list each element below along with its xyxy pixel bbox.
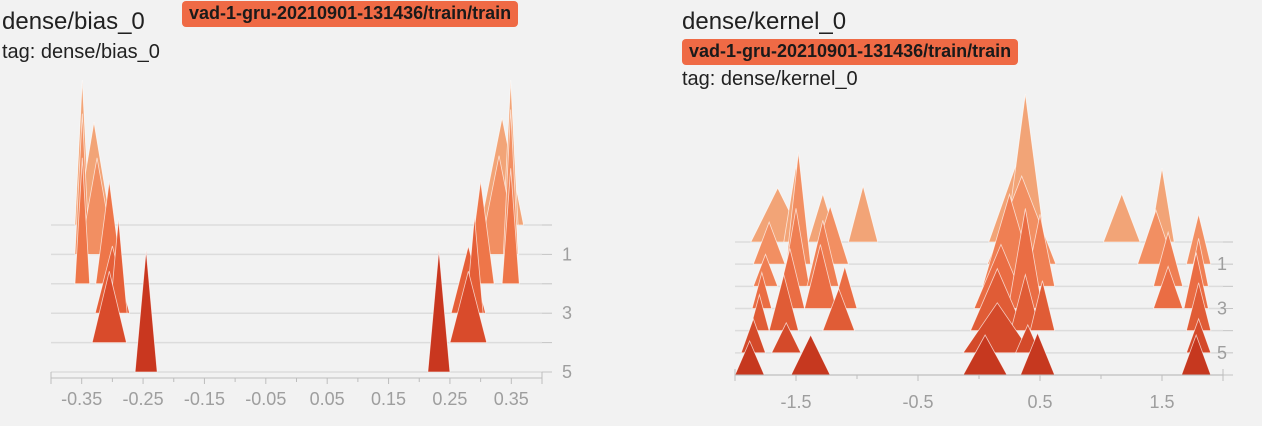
tag-label: tag: dense/kernel_0: [682, 68, 858, 90]
x-tick-label: -0.5: [902, 392, 933, 412]
step-tick-label: 3: [562, 303, 572, 323]
x-tick-label: -0.15: [184, 389, 225, 409]
x-tick-label: -1.5: [780, 392, 811, 412]
histogram-peak: [1152, 265, 1184, 309]
histogram-peak: [770, 321, 802, 354]
histogram-card-kernel: 1 3 5 -1.5 -0.5 0.5 1.5 dense/kernel_0 vad-1-g…: [680, 0, 1262, 426]
histogram-peak: [962, 302, 1033, 354]
step-tick-label: 1: [562, 244, 572, 264]
step-tick-label: 5: [1217, 343, 1227, 363]
kernel-histogram-chart: 1 3 5 -1.5 -0.5 0.5 1.5: [734, 93, 1233, 412]
x-tick-label: -0.35: [61, 389, 102, 409]
step-tick-label: 3: [1217, 299, 1227, 319]
x-tick-label: 0.05: [310, 389, 345, 409]
run-badge[interactable]: vad-1-gru-20210901-131436/train/train: [182, 1, 519, 27]
chart-title: dense/bias_0: [2, 8, 145, 35]
histogram-peak: [501, 168, 520, 285]
step-tick-label: 5: [562, 362, 572, 382]
bias-histogram-chart: 1 3 5 -0.35 -0.25 -0.15 -0.05 0.05 0.15 0.25 0.35: [50, 80, 572, 409]
x-tick-label: -0.25: [123, 389, 164, 409]
histogram-peak: [847, 184, 879, 243]
tag-label: tag: dense/bias_0: [2, 41, 160, 63]
step-tick-label: 1: [1217, 254, 1227, 274]
chart-title: dense/kernel_0: [682, 8, 847, 35]
histogram-card-bias: 1 3 5 -0.35 -0.25 -0.15 -0.05 0.05 0.15 0.25 0.35 …: [0, 0, 620, 426]
histogram-peak: [449, 271, 488, 343]
x-tick-label: 0.35: [494, 389, 529, 409]
histogram-peak: [91, 271, 127, 343]
run-badge[interactable]: vad-1-gru-20210901-131436/train/train: [682, 39, 1019, 65]
histogram-peak: [427, 250, 451, 373]
x-tick-label: 1.5: [1149, 392, 1174, 412]
x-tick-label: 0.5: [1027, 392, 1052, 412]
x-tick-label: 0.15: [371, 389, 406, 409]
histogram-peak: [134, 250, 158, 373]
histogram-peak: [74, 157, 91, 285]
x-tick-label: -0.05: [245, 389, 286, 409]
histogram-peak: [1029, 280, 1056, 332]
histogram-peak: [822, 287, 856, 332]
histogram-peak: [790, 334, 831, 376]
x-tick-label: 0.25: [432, 389, 467, 409]
histogram-peak: [804, 244, 837, 309]
histogram-peak: [1102, 192, 1141, 243]
